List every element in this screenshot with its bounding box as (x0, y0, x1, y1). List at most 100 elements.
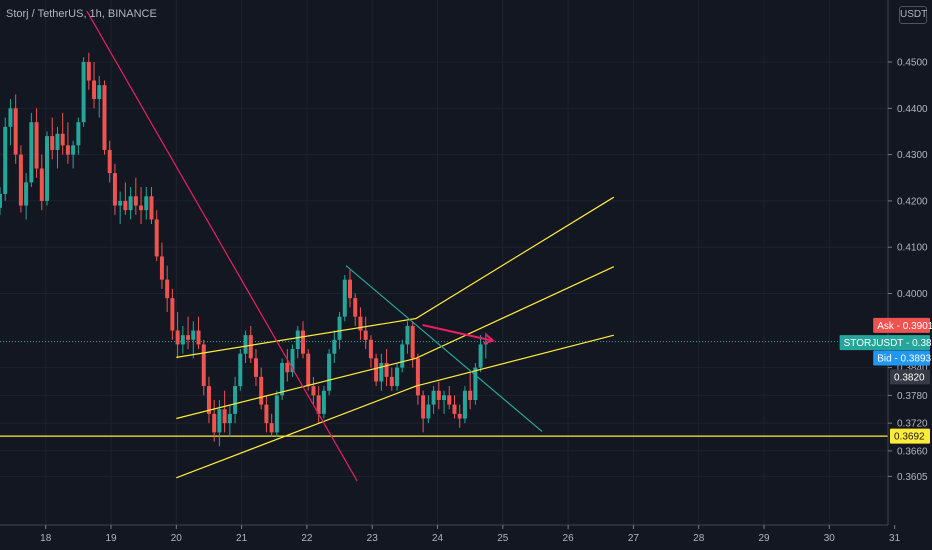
candle-body (337, 316, 342, 340)
time-tick-label: 25 (497, 533, 509, 544)
candle-body (196, 330, 201, 345)
arrow-line[interactable] (422, 324, 494, 342)
candle-body (442, 395, 447, 400)
time-tick-label: 19 (105, 533, 117, 544)
arrow-head[interactable] (484, 334, 496, 345)
candle-body (65, 145, 70, 155)
candle-body (60, 133, 65, 146)
time-tick-label: 27 (628, 533, 640, 544)
candle-body (285, 362, 290, 373)
candle-body (186, 335, 191, 340)
candle-body (86, 62, 91, 81)
price-tick-label: 0.4200 (897, 196, 928, 207)
price-tick-label: 0.4400 (897, 104, 928, 115)
price-tick-label: 0.4100 (897, 243, 928, 254)
candle-body (8, 108, 13, 127)
candle-body (238, 353, 243, 387)
candle-body (0, 193, 2, 208)
candle-body (34, 122, 39, 169)
downtrend-line[interactable] (86, 10, 358, 482)
candle-body (389, 376, 394, 387)
candle-body (259, 376, 264, 405)
candle-body (363, 330, 368, 340)
candle-body (452, 404, 457, 414)
candle-body (118, 200, 123, 206)
candle-body (410, 325, 415, 359)
time-tick-label: 26 (563, 533, 575, 544)
candle-body (447, 395, 452, 405)
price-tick-label: 0.3605 (897, 472, 928, 483)
candle-body (269, 423, 274, 433)
channel-line[interactable] (176, 334, 614, 479)
candle-body (180, 335, 185, 345)
price-tick-label: 0.3840 (897, 363, 928, 374)
bid-label: Bid - 0.3893 (877, 354, 931, 365)
candle-body (353, 298, 358, 317)
candle-body (243, 335, 248, 354)
time-tick-label: 22 (301, 533, 313, 544)
candle-body (154, 219, 159, 257)
symbol-title[interactable]: Storj / TetherUS, 1h, BINANCE (6, 8, 157, 20)
support-price-label-bg (890, 428, 930, 444)
time-tick-label: 28 (693, 533, 705, 544)
candle-body (233, 386, 238, 414)
crosshair-price-label: 0.3820 (894, 372, 925, 383)
candle-body (478, 344, 483, 368)
time-axis[interactable]: 18 19 20 21 22 23 24 25 26 27 28 29 30 31 (0, 524, 901, 550)
last-price-label: STORJUSDT - 0.3896 (844, 338, 932, 349)
price-tick-label: 0.4300 (897, 150, 928, 161)
candle-body (473, 367, 478, 400)
candle-body (426, 404, 431, 419)
time-axis-bg (0, 525, 888, 550)
projection-line[interactable] (345, 265, 543, 432)
candle-body (29, 122, 34, 183)
candle-body (92, 80, 97, 100)
candle-body (206, 386, 211, 414)
candle-body (50, 136, 55, 150)
bid-label-bg (873, 350, 930, 366)
candle-body (128, 196, 133, 211)
candle-body (274, 395, 279, 433)
channel-line[interactable] (176, 196, 615, 358)
candle-body (97, 85, 102, 100)
candle-body (24, 182, 29, 206)
candle-body (379, 362, 384, 382)
time-tick-label: 24 (432, 533, 444, 544)
price-labels: Ask - 0.3901 STORJUSDT - 0.3896 Bid - 0.38… (839, 317, 932, 444)
candle-body (431, 390, 436, 405)
candle-body (384, 362, 389, 377)
candle-body (71, 145, 76, 155)
candle-body (165, 279, 170, 299)
candle-body (170, 298, 175, 331)
support-price-label: 0.3692 (894, 432, 925, 443)
channel-line[interactable] (176, 266, 615, 420)
last-price-label-bg (839, 335, 930, 351)
candle-body (290, 349, 295, 373)
price-axis[interactable]: 0.4500 0.4400 0.4300 0.4200 0.4100 0.4000 0.38… (887, 0, 932, 550)
candle-body (405, 325, 410, 345)
candle-body (3, 126, 8, 194)
time-tick-label: 29 (758, 533, 770, 544)
crosshair-price-label-bg (890, 369, 930, 385)
candle-body (421, 395, 426, 419)
time-tick-label: 23 (367, 533, 379, 544)
candle-body (400, 344, 405, 368)
candle-body (45, 136, 50, 201)
candle-body (107, 149, 112, 174)
candle-body (348, 279, 353, 299)
candle-body (201, 344, 206, 387)
drawings[interactable] (86, 10, 615, 482)
candle-body (342, 279, 347, 317)
candle-body (112, 173, 117, 206)
candle-body (280, 362, 285, 396)
candle-body (368, 339, 373, 359)
candle-body (300, 330, 305, 354)
candle-body (222, 409, 227, 424)
currency-button[interactable]: USDT (899, 6, 927, 24)
candle-body (306, 353, 311, 387)
candle-body (321, 390, 326, 414)
candle-body (212, 413, 217, 433)
price-tick-label: 0.3780 (897, 391, 928, 402)
candle-body (159, 256, 164, 280)
